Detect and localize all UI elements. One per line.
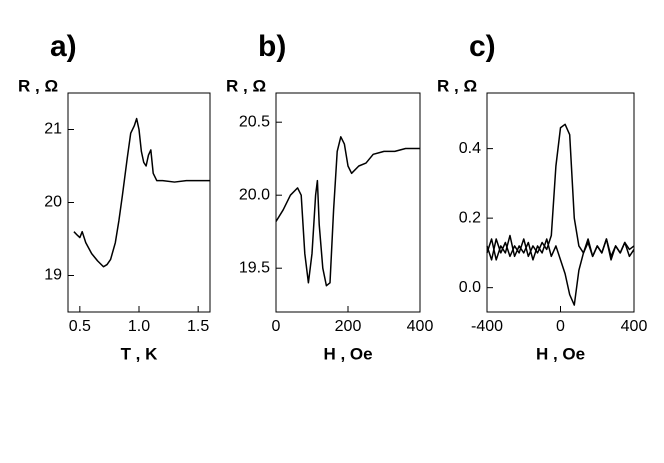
- plot-frame: [67, 92, 211, 313]
- x-axis-label: H , Oe: [536, 344, 585, 363]
- x-tick-label: 400: [621, 318, 648, 335]
- data-line: [486, 234, 635, 306]
- x-tick-label: 400: [407, 318, 434, 335]
- x-tick-label: -400: [471, 318, 503, 335]
- y-tick-label: 19.5: [239, 259, 270, 276]
- y-tick-label: 21: [44, 121, 62, 138]
- y-tick-label: 20.5: [239, 113, 270, 130]
- x-axis-label: H , Oe: [323, 344, 372, 363]
- plot-frame: [486, 92, 635, 313]
- data-line: [275, 136, 420, 287]
- x-tick-label: 200: [335, 318, 362, 335]
- y-tick-label: 20.0: [239, 186, 270, 203]
- panel-label: b): [258, 30, 286, 63]
- plot-frame: [275, 92, 421, 313]
- y-axis-label: R , Ω: [437, 76, 477, 95]
- x-tick-label: 0.5: [69, 318, 91, 335]
- y-axis-label: R , Ω: [18, 76, 58, 95]
- panel-label: a): [50, 30, 77, 63]
- y-tick-label: 19: [44, 267, 62, 284]
- data-line: [73, 117, 210, 268]
- y-tick-label: 0.4: [459, 140, 481, 157]
- x-tick-label: 0: [556, 318, 565, 335]
- panel-label: c): [469, 30, 496, 63]
- y-tick-label: 0.0: [459, 279, 481, 296]
- y-tick-label: 20: [44, 194, 62, 211]
- y-axis-label: R , Ω: [226, 76, 266, 95]
- x-tick-label: 1.0: [128, 318, 150, 335]
- x-tick-label: 1.5: [187, 318, 209, 335]
- x-axis-label: T , K: [121, 344, 159, 363]
- x-tick-label: 0: [272, 318, 281, 335]
- y-tick-label: 0.2: [459, 209, 481, 226]
